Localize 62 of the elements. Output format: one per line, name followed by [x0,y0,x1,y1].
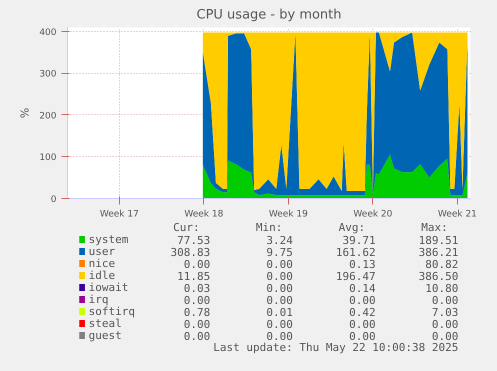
text: Avg: [338,221,366,234]
text: 0.00 [432,330,458,343]
text: 196.47 [336,270,376,283]
text: 0.13 [349,258,376,271]
y-axis-title: % [18,108,32,118]
text: 0.00 [349,318,376,331]
text: 189.51 [418,234,458,247]
legend-label: iowait [88,281,128,294]
y-tick-label: 200 [39,111,57,122]
text: Max: [421,221,448,234]
text: 10.80 [425,282,458,295]
x-tick-label: Week 18 [184,210,224,220]
legend-label: system [88,233,129,246]
text: 386.50 [418,270,458,283]
text: 0.00 [184,294,210,307]
text: 0.42 [349,306,376,319]
text: 0.00 [266,282,293,295]
text: 11.85 [177,270,210,283]
legend-label: softirq [88,305,135,318]
legend-label: idle [88,269,116,282]
text: 0.78 [184,306,210,319]
text: 39.71 [342,234,376,247]
text: 161.62 [336,246,376,259]
text: 0.01 [266,306,293,319]
text: 0.00 [266,294,293,307]
x-tick-label: Week 20 [353,210,393,220]
text: 80.82 [425,258,458,271]
text: 0.00 [432,318,458,331]
x-tick-label: Week 21 [438,210,477,220]
text: 3.24 [266,234,294,247]
text: 9.75 [266,246,293,259]
text: 0.00 [184,318,210,331]
text: 0.00 [266,258,293,271]
legend-label: user [88,245,116,258]
text: 0.00 [184,330,210,343]
text: 77.53 [177,234,210,247]
legend-label: irq [88,293,108,306]
legend-label: steal [88,317,122,330]
text: Cur: [173,221,200,234]
text: 0.00 [349,294,376,307]
y-tick-label: 400 [39,28,57,38]
text: Min: [256,221,282,234]
text: 0.14 [349,282,376,295]
y-tick-label: 100 [39,153,57,164]
text: 386.21 [418,246,458,259]
text: 7.03 [432,306,458,319]
text: 308.83 [170,246,210,259]
y-tick-label: 0 [50,195,57,205]
x-tick-label: Week 17 [100,210,139,220]
y-tick-label: 300 [39,70,57,80]
text: 0.00 [266,330,293,343]
chart-title: CPU usage - by month [196,8,342,22]
x-tick-label: Week 19 [268,210,308,220]
text: Last update: Thu May 22 10:00:38 2025 [213,341,458,354]
legend-label: guest [88,329,122,342]
text: 0.00 [349,330,376,343]
text: 0.03 [184,282,210,295]
text: 0.00 [184,258,210,271]
text: 0.00 [432,294,458,307]
legend-label: nice [88,257,116,270]
text: 0.00 [266,318,293,331]
text: 0.00 [266,270,293,283]
